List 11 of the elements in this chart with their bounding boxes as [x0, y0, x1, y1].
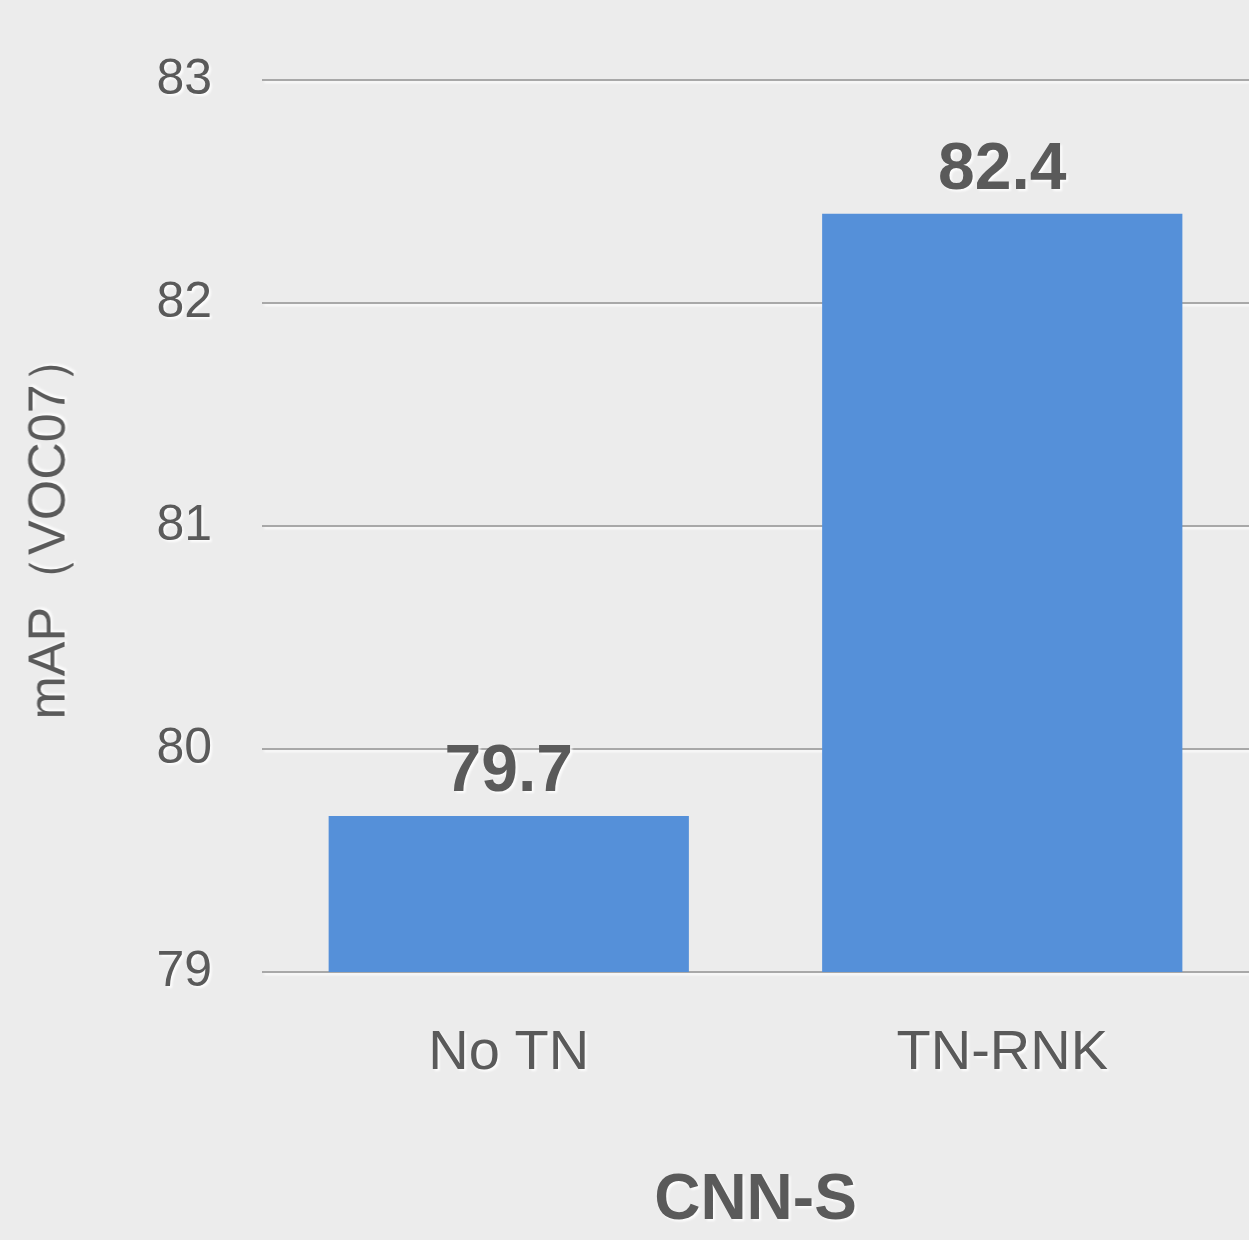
y-axis-title: mAP（VOC07） [17, 332, 76, 720]
y-tick-label: 82 [156, 271, 213, 328]
y-tick-label: 83 [156, 48, 213, 105]
data-label: 82.4 [938, 129, 1067, 203]
x-tick-label: TN-RNK [896, 1018, 1109, 1082]
x-axis-title: CNN-S [654, 1161, 857, 1234]
y-tick-label: 81 [156, 494, 213, 551]
data-label: 79.7 [444, 731, 573, 806]
y-tick-label: 79 [156, 940, 213, 997]
y-tick-label: 80 [156, 717, 213, 774]
x-tick-label: No TN [428, 1018, 590, 1082]
